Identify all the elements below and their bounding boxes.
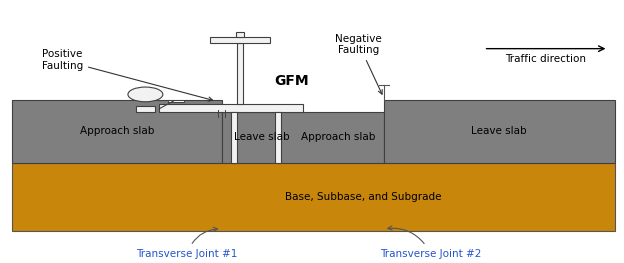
Text: Approach slab: Approach slab [80,127,154,136]
Bar [275,112,281,163]
Bar [236,32,244,37]
Text: Traffic direction: Traffic direction [505,54,587,64]
Bar [168,100,184,102]
Text: Transverse Joint #1: Transverse Joint #1 [137,227,238,259]
Bar [136,106,155,112]
Text: Approach slab: Approach slab [301,132,376,143]
Bar [384,100,615,163]
Bar [237,43,243,104]
Text: GFM: GFM [275,74,309,88]
Text: Base, Subbase, and Subgrade: Base, Subbase, and Subgrade [285,192,442,202]
Bar [231,112,237,163]
Text: Leave slab: Leave slab [471,127,527,136]
Bar [159,104,303,112]
Text: Positive
Faulting: Positive Faulting [42,49,213,101]
Text: Leave slab: Leave slab [234,132,290,143]
Text: Transverse Joint #2: Transverse Joint #2 [380,226,481,259]
Text: Negative
Faulting: Negative Faulting [336,34,382,94]
Bar [210,37,270,43]
Bar [12,163,615,231]
Bar [12,100,222,163]
Bar [222,112,384,163]
Circle shape [128,87,163,102]
